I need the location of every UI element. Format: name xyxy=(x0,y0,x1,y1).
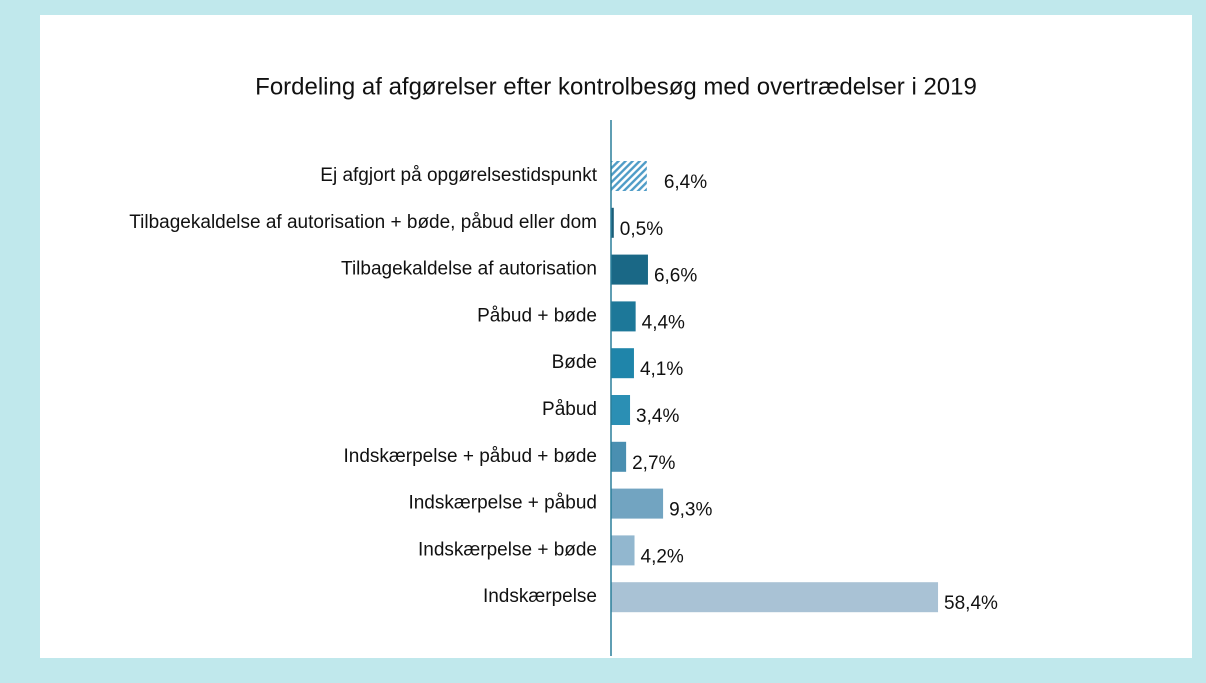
category-label: Indskærpelse + bøde xyxy=(418,539,597,560)
value-label: 58,4% xyxy=(944,593,998,614)
value-label: 4,4% xyxy=(642,312,685,333)
bar xyxy=(611,488,664,519)
bar xyxy=(611,441,627,472)
value-label: 0,5% xyxy=(620,219,663,240)
value-label: 4,1% xyxy=(640,359,683,380)
category-label: Indskærpelse + påbud xyxy=(408,493,597,514)
category-label: Påbud + bøde xyxy=(477,305,597,326)
bar xyxy=(611,301,636,332)
chart-title: Fordeling af afgørelser efter kontrolbes… xyxy=(255,73,977,100)
category-label: Ej afgjort på opgørelsestidspunkt xyxy=(320,165,597,186)
value-label: 6,6% xyxy=(654,266,697,287)
bar xyxy=(611,348,634,379)
bar xyxy=(611,395,631,425)
category-label: Indskærpelse xyxy=(483,586,597,607)
value-label: 6,4% xyxy=(664,172,707,193)
value-label: 9,3% xyxy=(669,500,712,521)
bar xyxy=(611,254,648,285)
value-label: 3,4% xyxy=(636,406,679,427)
bar xyxy=(611,582,939,613)
category-label: Tilbagekaldelse af autorisation xyxy=(341,259,597,280)
bar xyxy=(611,535,635,566)
category-label: Indskærpelse + påbud + bøde xyxy=(343,446,597,467)
category-label: Bøde xyxy=(552,352,597,373)
category-label: Påbud xyxy=(542,399,597,420)
value-label: 4,2% xyxy=(641,546,684,567)
value-label: 2,7% xyxy=(632,453,675,474)
bar xyxy=(611,207,614,238)
bar xyxy=(611,161,647,191)
category-label: Tilbagekaldelse af autorisation + bøde, … xyxy=(129,212,597,233)
